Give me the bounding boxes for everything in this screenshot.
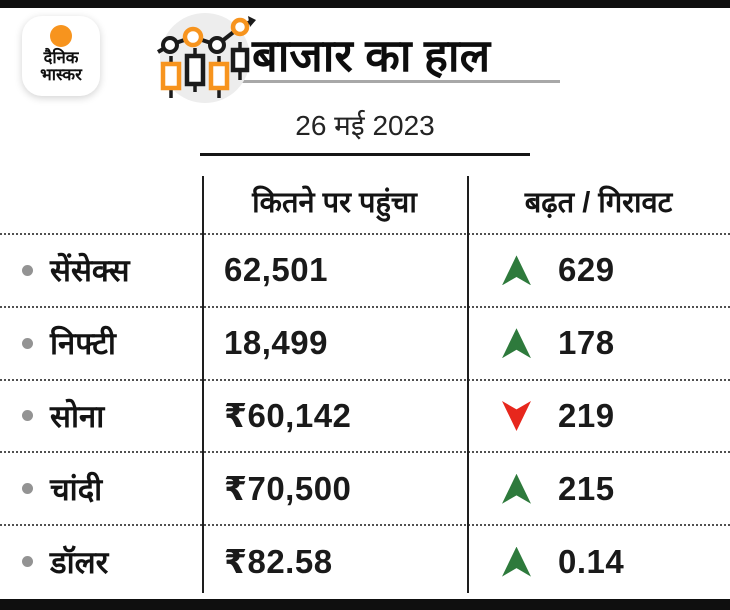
up-triangle-icon bbox=[502, 328, 531, 359]
table-row-nifty: निफ्टी 18,499 178 bbox=[0, 305, 730, 379]
column-divider-2 bbox=[467, 176, 469, 593]
row-label: डॉलर bbox=[50, 544, 109, 580]
bullet-icon bbox=[22, 337, 33, 349]
up-triangle-icon bbox=[502, 255, 531, 286]
row-value: ₹60,142 bbox=[224, 397, 352, 435]
row-label: चांदी bbox=[50, 471, 103, 507]
table-row-gold: सोना ₹60,142 219 bbox=[0, 378, 730, 452]
bullet-icon bbox=[22, 264, 33, 276]
row-change: 215 bbox=[558, 469, 615, 507]
bottom-black-bar bbox=[0, 599, 730, 610]
top-black-bar bbox=[0, 0, 730, 8]
page-title: बाजार का हाल bbox=[252, 30, 491, 81]
row-label: निफ्टी bbox=[50, 326, 116, 362]
row-change: 219 bbox=[558, 396, 615, 434]
date-text: 26 मई 2023 bbox=[295, 110, 435, 141]
row-change: 178 bbox=[558, 324, 615, 362]
table-row-sensex: सेंसेक्स 62,501 629 bbox=[0, 233, 730, 306]
row-value: ₹82.58 bbox=[224, 543, 333, 581]
column-divider-1 bbox=[202, 176, 204, 593]
row-change: 0.14 bbox=[558, 542, 625, 580]
logo-text-line2: भास्कर bbox=[40, 66, 82, 85]
candlestick-chart-icon bbox=[156, 13, 256, 103]
row-value: 18,499 bbox=[224, 324, 328, 362]
title-underline bbox=[166, 80, 560, 83]
row-value: ₹70,500 bbox=[224, 470, 352, 508]
table-header-row: कितने पर पहुंचा बढ़त / गिरावट bbox=[0, 170, 730, 233]
down-triangle-icon bbox=[502, 400, 531, 431]
date-underline bbox=[200, 153, 530, 156]
market-table: कितने पर पहुंचा बढ़त / गिरावट सेंसेक्स 6… bbox=[0, 170, 730, 597]
bullet-icon bbox=[22, 410, 33, 422]
column-header-change: बढ़त / गिरावट bbox=[524, 187, 673, 219]
logo-text-line1: दैनिक bbox=[43, 49, 79, 67]
up-triangle-icon bbox=[502, 546, 531, 577]
table-row-silver: चांदी ₹70,500 215 bbox=[0, 451, 730, 524]
row-value: 62,501 bbox=[224, 251, 328, 289]
row-label: सेंसेक्स bbox=[50, 253, 130, 289]
up-triangle-icon bbox=[502, 473, 531, 504]
row-label: सोना bbox=[50, 398, 105, 434]
bullet-icon bbox=[22, 483, 33, 495]
sun-icon bbox=[50, 25, 72, 47]
row-change: 629 bbox=[558, 251, 615, 289]
column-header-value: कितने पर पहुंचा bbox=[252, 187, 417, 219]
bullet-icon bbox=[22, 556, 33, 568]
dainik-bhaskar-logo: दैनिक भास्कर bbox=[22, 16, 100, 96]
table-row-dollar: डॉलर ₹82.58 0.14 bbox=[0, 524, 730, 597]
